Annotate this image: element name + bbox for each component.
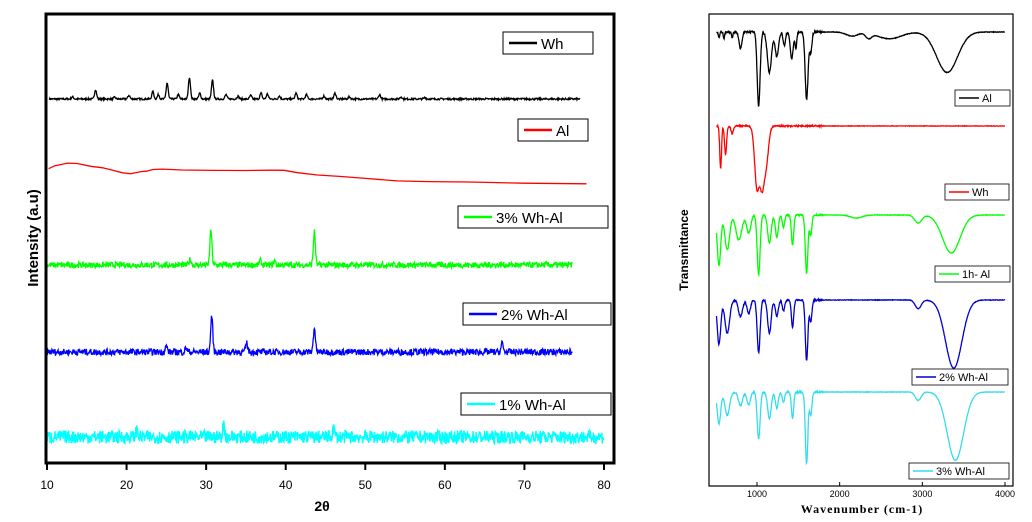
xrd-x-tick-label: 80 bbox=[597, 478, 611, 492]
xrd-legend-box bbox=[460, 392, 612, 416]
ftir-legend-label: 2% Wh-Al bbox=[939, 372, 988, 384]
ftir-legend-box bbox=[908, 462, 1010, 480]
xrd-legend-label: 2% Wh-Al bbox=[501, 307, 568, 324]
ftir-x-tick-label: 2000 bbox=[830, 489, 850, 499]
xrd-legend-label: Wh bbox=[541, 36, 564, 53]
ftir-series-line bbox=[715, 388, 1006, 466]
xrd-x-tick-label: 50 bbox=[359, 478, 373, 492]
ftir-x-tick-label: 3000 bbox=[912, 489, 932, 499]
ftir-x-tick-label: 4000 bbox=[995, 489, 1015, 499]
xrd-x-tick-label: 20 bbox=[120, 478, 134, 492]
xrd-x-tick-label: 70 bbox=[518, 478, 532, 492]
ftir-legend-box bbox=[944, 183, 1010, 201]
xrd-series-line bbox=[46, 315, 573, 358]
ftir-series-line bbox=[715, 212, 1006, 278]
ftir-x-axis-label: Wavenumber (cm-1) bbox=[801, 502, 923, 516]
xrd-y-axis-label: Intensity (a.u) bbox=[25, 189, 42, 287]
xrd-legend-box bbox=[457, 205, 609, 229]
xrd-legend-label: Al bbox=[556, 123, 569, 140]
xrd-series-line bbox=[46, 229, 573, 271]
ftir-x-tick-label: 1000 bbox=[747, 489, 767, 499]
xrd-series-line bbox=[48, 77, 581, 103]
ftir-legend-label: Wh bbox=[972, 187, 989, 199]
xrd-chart: Wh Al 3% Wh-Al 2% Wh-Al 1% Wh-Al 10 20 30 40 50 6… bbox=[25, 12, 616, 514]
xrd-legend-box bbox=[502, 31, 594, 55]
xrd-legend-box bbox=[462, 302, 612, 326]
xrd-legend-label: 1% Wh-Al bbox=[499, 397, 566, 414]
ftir-legend-box bbox=[934, 265, 1011, 283]
xrd-legend-label: 3% Wh-Al bbox=[496, 210, 563, 227]
ftir-plot-frame bbox=[708, 13, 1014, 487]
xrd-legend-box bbox=[517, 118, 589, 142]
ftir-chart: Al Wh 1h- Al 2% Wh-Al 3% Wh-Al 1000 2000 3000 4… bbox=[677, 13, 1015, 516]
xrd-x-axis-label: 2θ bbox=[314, 498, 329, 514]
ftir-series-line bbox=[715, 297, 1006, 370]
xrd-x-tick-label: 10 bbox=[40, 478, 54, 492]
ftir-series-line bbox=[716, 28, 1006, 107]
ftir-legend-label: 1h- Al bbox=[962, 269, 990, 281]
xrd-series-line bbox=[48, 162, 587, 185]
xrd-plot-frame bbox=[44, 12, 616, 465]
xrd-x-tick-label: 40 bbox=[279, 478, 293, 492]
ftir-legend-box bbox=[911, 368, 1009, 386]
ftir-y-axis-label: Transmittance bbox=[677, 209, 691, 291]
ftir-legend-label: 3% Wh-Al bbox=[936, 466, 985, 478]
xrd-x-tick-label: 30 bbox=[199, 478, 213, 492]
ftir-series-line bbox=[716, 123, 1005, 194]
ftir-legend-label: Al bbox=[982, 93, 992, 105]
xrd-series-line bbox=[46, 420, 605, 446]
xrd-x-tick-label: 60 bbox=[438, 478, 452, 492]
ftir-legend-box bbox=[954, 89, 1011, 107]
